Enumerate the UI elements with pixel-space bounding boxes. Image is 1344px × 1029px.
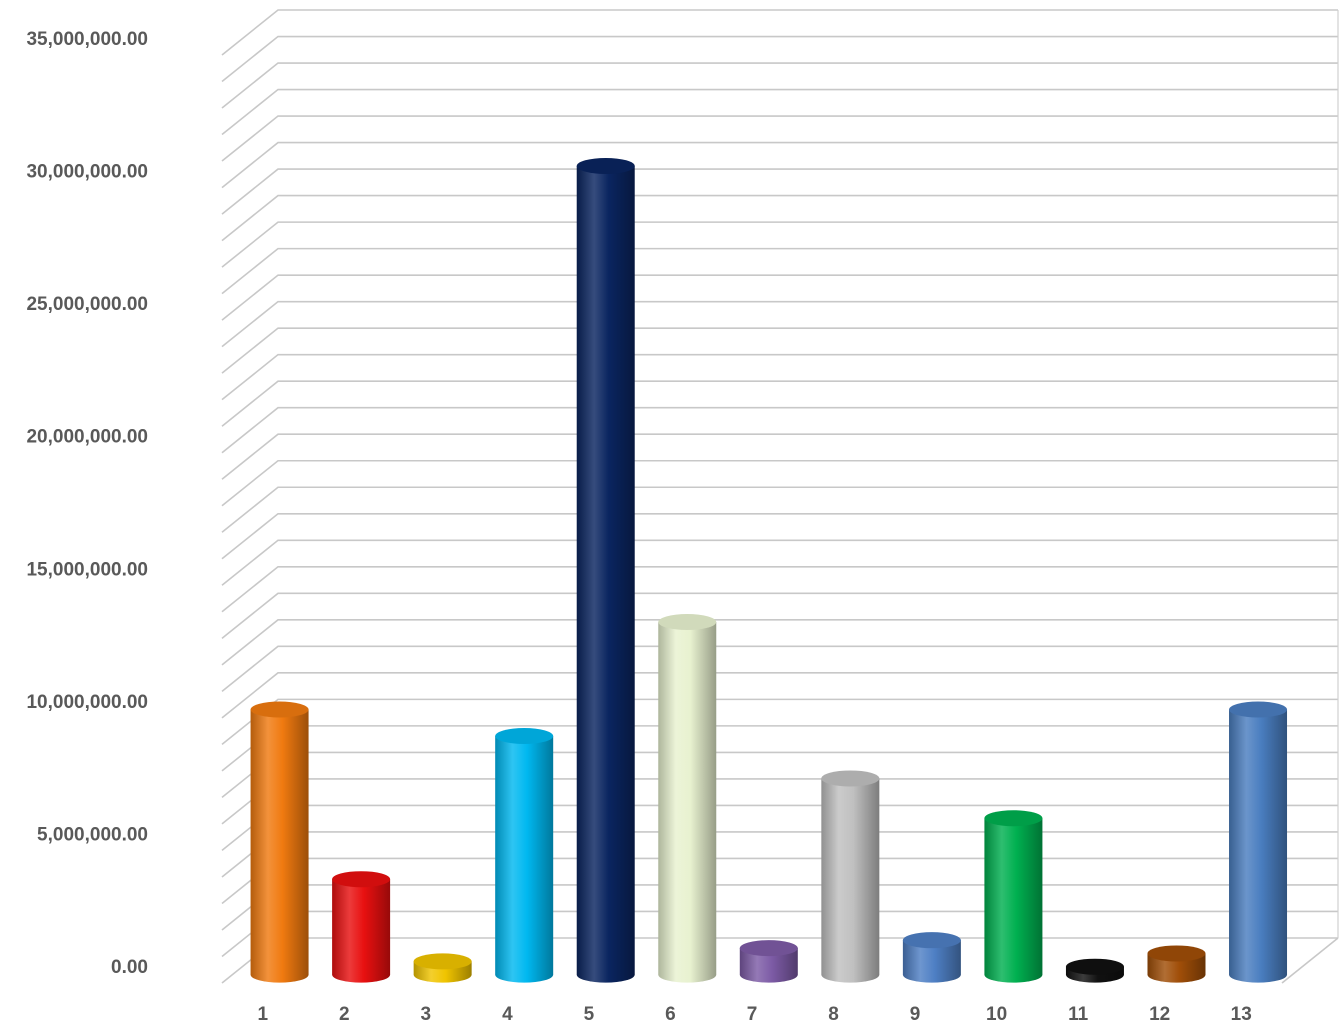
bar-7 — [739, 940, 798, 983]
bar-4 — [495, 728, 554, 983]
y-axis-tick-labels: 0.00 5,000,000.00 10,000,000.00 15,000,000.… — [26, 29, 148, 978]
bar-body — [332, 879, 391, 983]
x-tick-label: 7 — [747, 1004, 758, 1024]
bar-6 — [658, 614, 717, 983]
bar-10 — [984, 810, 1043, 983]
bar-top — [1065, 958, 1124, 975]
gridline — [221, 725, 1338, 772]
bar-5 — [576, 157, 635, 983]
x-tick-label: 12 — [1149, 1004, 1170, 1024]
gridline — [221, 592, 1338, 639]
gridline — [221, 274, 1338, 321]
gridline — [221, 141, 1338, 189]
y-tick-label: 15,000,000.00 — [26, 559, 148, 580]
gridline — [221, 247, 1338, 295]
gridline — [221, 486, 1338, 533]
gridline — [221, 751, 1338, 799]
gridline — [221, 353, 1338, 401]
bar-top — [576, 157, 635, 174]
y-tick-label: 0.00 — [111, 957, 148, 978]
y-tick-label: 35,000,000.00 — [26, 29, 148, 50]
gridline — [221, 9, 1338, 56]
x-tick-label: 13 — [1231, 1004, 1252, 1024]
gridline — [221, 115, 1338, 162]
x-tick-label: 4 — [502, 1004, 513, 1024]
gridline — [221, 565, 1338, 613]
bar-body — [984, 818, 1043, 983]
bar-body — [1147, 953, 1206, 983]
bar-8 — [821, 770, 880, 983]
gridline — [221, 433, 1338, 480]
y-tick-label: 25,000,000.00 — [26, 294, 148, 315]
gridline — [221, 327, 1338, 374]
x-tick-label: 3 — [421, 1004, 432, 1024]
gridline — [221, 778, 1338, 825]
y-tick-label: 5,000,000.00 — [37, 824, 148, 845]
bar-12 — [1147, 945, 1206, 983]
bar-top — [739, 940, 798, 957]
gridline — [221, 168, 1338, 215]
x-tick-label: 8 — [828, 1004, 839, 1024]
bar-body — [495, 736, 554, 983]
bar-top — [1147, 945, 1206, 962]
gridline — [221, 512, 1338, 560]
y-tick-label: 20,000,000.00 — [26, 427, 148, 448]
bar-layer — [250, 157, 1288, 983]
bar-body — [902, 940, 961, 983]
bar-top — [984, 810, 1043, 827]
bar-13 — [1229, 701, 1288, 983]
gridline — [221, 672, 1338, 719]
bar-top — [413, 953, 472, 970]
bar-2 — [332, 871, 391, 983]
x-tick-label: 11 — [1068, 1004, 1089, 1024]
bar-top — [332, 871, 391, 888]
gridline — [221, 831, 1338, 878]
bar-body — [1229, 709, 1288, 983]
x-tick-label: 5 — [584, 1004, 595, 1024]
bar-body — [739, 948, 798, 983]
gridline — [221, 645, 1338, 692]
bar-11 — [1065, 958, 1124, 983]
bar-top — [495, 728, 554, 745]
gridline — [221, 194, 1338, 242]
bar-top — [821, 770, 880, 787]
floor-edge — [1281, 937, 1339, 984]
x-tick-label: 9 — [910, 1004, 921, 1024]
gridline — [221, 804, 1338, 852]
x-tick-label: 10 — [986, 1004, 1007, 1024]
gridline — [221, 698, 1338, 745]
y-tick-label: 30,000,000.00 — [26, 162, 148, 183]
bar-top — [1229, 701, 1288, 718]
bar-body — [658, 622, 717, 983]
bar-9 — [902, 932, 961, 983]
gridline — [221, 380, 1338, 427]
gridline — [221, 35, 1338, 83]
gridline — [221, 88, 1338, 136]
gridline — [221, 62, 1338, 109]
gridline — [221, 406, 1338, 454]
bar-top — [902, 932, 961, 949]
bar-body — [576, 165, 635, 983]
x-tick-label: 6 — [665, 1004, 676, 1024]
x-tick-label: 2 — [339, 1004, 350, 1024]
y-tick-label: 10,000,000.00 — [26, 692, 148, 713]
gridline — [221, 300, 1338, 348]
bar-body — [250, 709, 309, 983]
gridline — [221, 539, 1338, 586]
bar-1 — [250, 701, 309, 983]
x-tick-label: 1 — [257, 1004, 268, 1024]
gridline — [221, 459, 1338, 507]
bar-3 — [413, 953, 472, 983]
bar-top — [250, 701, 309, 718]
bar-body — [821, 778, 880, 983]
gridline — [221, 221, 1338, 268]
gridline — [221, 619, 1338, 666]
grid-layer — [221, 9, 1339, 984]
bar-top — [658, 614, 717, 631]
x-axis-tick-labels: 1 2 3 4 5 6 7 8 9 10 11 12 13 — [257, 1004, 1252, 1025]
